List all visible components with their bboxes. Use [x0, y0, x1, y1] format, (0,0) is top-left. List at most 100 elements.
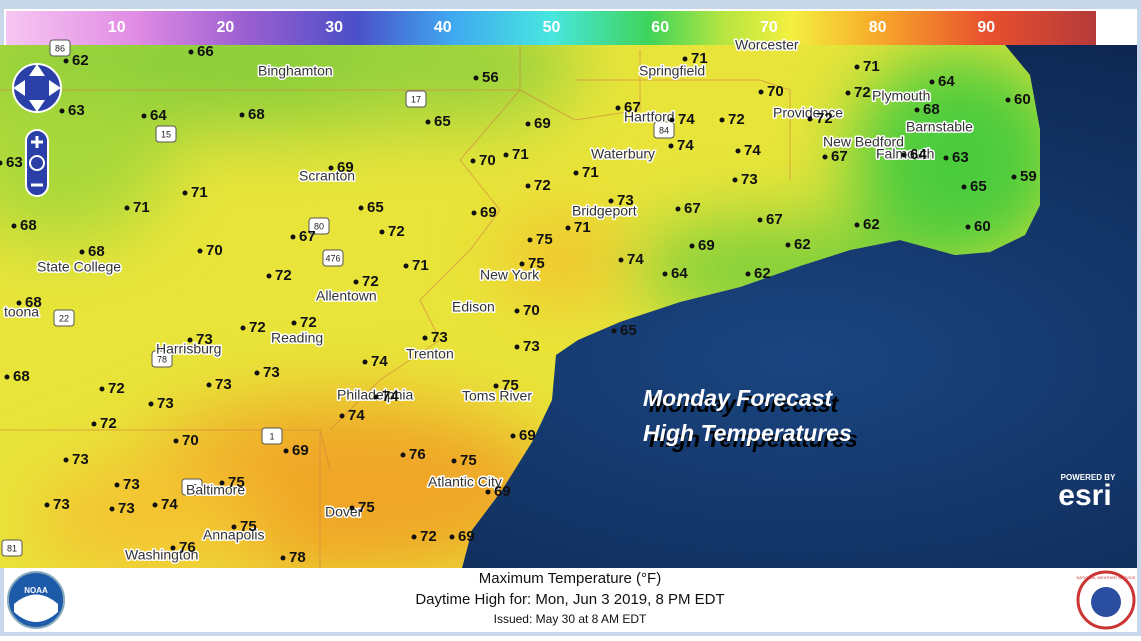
city-label: Hartford — [624, 109, 675, 125]
footer-title: Maximum Temperature (°F) — [479, 570, 661, 587]
temperature: 67 — [624, 99, 641, 116]
temperature: 62 — [794, 236, 811, 253]
station-dot — [91, 421, 97, 427]
temperature: 65 — [434, 113, 451, 130]
temperature: 71 — [574, 219, 591, 236]
station-dot — [611, 328, 617, 334]
temperature: 74 — [382, 388, 399, 405]
temperature: 75 — [240, 518, 257, 535]
city-label: Reading — [271, 330, 323, 346]
temperature: 69 — [480, 204, 497, 221]
station-dot — [197, 248, 203, 254]
temperature: 70 — [523, 302, 540, 319]
city-label: State College — [37, 259, 121, 275]
temperature: 73 — [741, 171, 758, 188]
station-dot — [854, 222, 860, 228]
temperature: 68 — [88, 243, 105, 260]
route-shield — [181, 478, 203, 496]
station-dot — [239, 112, 245, 118]
station-dot — [59, 108, 65, 114]
temperature: 75 — [536, 231, 553, 248]
temperature: 70 — [479, 152, 496, 169]
temperature: 74 — [371, 353, 388, 370]
temperature: 69 — [292, 442, 309, 459]
esri-powered: POWERED BY — [1061, 473, 1116, 482]
station-dot — [519, 261, 525, 267]
nws-center — [1091, 587, 1121, 617]
station-dot — [929, 79, 935, 85]
city-label: Springfield — [639, 63, 705, 79]
temperature: 72 — [388, 223, 405, 240]
station-dot — [1005, 97, 1011, 103]
station-dot — [573, 170, 579, 176]
temperature: 78 — [289, 549, 306, 566]
zoom-control[interactable] — [25, 129, 49, 197]
temperature: 71 — [412, 257, 429, 274]
temperature: 63 — [6, 154, 23, 171]
route-shield — [405, 90, 427, 108]
station-dot — [328, 165, 334, 171]
state-line — [575, 79, 791, 180]
temperature: 73 — [118, 500, 135, 517]
temperature: 66 — [197, 43, 214, 60]
station-dot — [527, 237, 533, 243]
temperature: 72 — [108, 380, 125, 397]
city-label: Providence — [773, 105, 843, 121]
station-dot — [411, 534, 417, 540]
station-dot — [682, 56, 688, 62]
temperature: 67 — [766, 211, 783, 228]
temperature: 64 — [150, 107, 167, 124]
station-dot — [290, 234, 296, 240]
temperature: 75 — [502, 377, 519, 394]
temperature: 75 — [460, 452, 477, 469]
station-dot — [470, 158, 476, 164]
temperature: 72 — [854, 84, 871, 101]
station-dot — [231, 524, 237, 530]
station-dot — [493, 383, 499, 389]
temperature: 73 — [431, 329, 448, 346]
temperature: 69 — [458, 528, 475, 545]
temperature: 75 — [528, 255, 545, 272]
temperature: 67 — [299, 228, 316, 245]
route-label: 15 — [161, 129, 171, 139]
temperature: 64 — [671, 265, 688, 282]
noaa-text: NOAA — [24, 586, 48, 595]
route-label: 84 — [659, 125, 669, 135]
station-dot — [514, 308, 520, 314]
colorbar-tick: 40 — [434, 19, 452, 36]
station-dot — [822, 154, 828, 160]
nav-control[interactable] — [12, 63, 62, 197]
station-dot — [173, 438, 179, 444]
nws-text: NATIONAL WEATHER SERVICE — [1077, 575, 1136, 580]
city-label: Bridgeport — [572, 203, 637, 219]
temperature: 74 — [744, 142, 761, 159]
station-dot — [280, 555, 286, 561]
station-dot — [124, 205, 130, 211]
route-shield — [53, 309, 75, 327]
station-dot — [291, 320, 297, 326]
cool-zone — [850, 50, 1040, 270]
city-label: Worcester — [735, 37, 799, 53]
temperature: 71 — [691, 50, 708, 67]
temperature: 71 — [512, 146, 529, 163]
station-dot — [514, 344, 520, 350]
colorbar-tick: 60 — [651, 19, 669, 36]
station-dot — [662, 271, 668, 277]
station-dot — [283, 448, 289, 454]
colorbar-tick: 10 — [108, 19, 126, 36]
route-label: 17 — [411, 94, 421, 104]
station-dot — [525, 121, 531, 127]
temperature: 72 — [728, 111, 745, 128]
city-label: Allentown — [316, 288, 377, 304]
temperature: 75 — [358, 499, 375, 516]
temperature: 72 — [816, 110, 833, 127]
temperature: 73 — [617, 192, 634, 209]
station-dot — [471, 210, 477, 216]
temperature: 60 — [1014, 91, 1031, 108]
temperature: 64 — [910, 146, 927, 163]
overlay-shadow: Monday Forecast — [649, 391, 839, 417]
temperature: 67 — [831, 148, 848, 165]
station-dot — [735, 148, 741, 154]
station-dot — [219, 480, 225, 486]
